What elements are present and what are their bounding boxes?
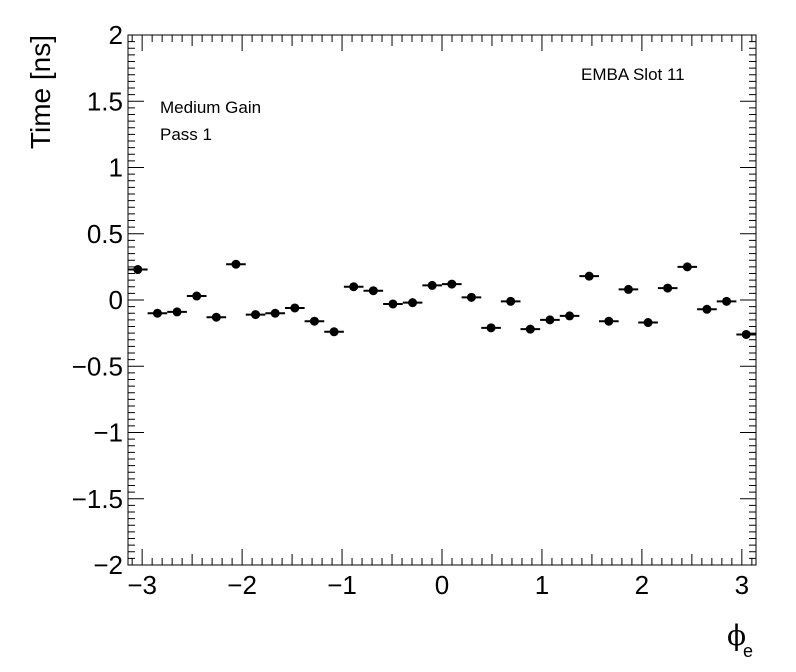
y-tick-label: 1 [109, 153, 123, 183]
data-point [251, 310, 261, 320]
data-point [486, 323, 496, 333]
y-tick-label: 2 [109, 20, 123, 50]
y-tick-label: −1.5 [72, 484, 123, 514]
y-tick-label: 0 [109, 285, 123, 315]
data-point [368, 286, 378, 296]
data-point [427, 280, 437, 290]
y-axis-label: Time [ns] [25, 35, 56, 149]
annotation-slot: EMBA Slot 11 [581, 65, 685, 84]
data-point [231, 259, 241, 269]
data-point [525, 324, 535, 334]
annotation-gain: Medium Gain [160, 98, 261, 117]
data-point [604, 316, 614, 326]
x-axis-label: ϕ [727, 619, 746, 652]
data-point [270, 308, 280, 318]
data-point [545, 315, 555, 325]
x-tick-label: 1 [535, 570, 549, 600]
x-tick-label: −1 [327, 570, 357, 600]
y-tick-labels: −2 −1.5 −1 −0.5 0 0.5 1 1.5 2 [72, 20, 123, 580]
data-point [309, 316, 319, 326]
axis-ticks [128, 34, 756, 566]
data-point [447, 279, 457, 289]
x-axis-label-subscript: e [743, 641, 753, 661]
data-point [722, 296, 732, 306]
x-tick-label: 0 [435, 570, 449, 600]
data-point [388, 299, 398, 309]
y-tick-label: 1.5 [87, 86, 123, 116]
data-point [565, 311, 575, 321]
data-point [584, 271, 594, 281]
y-tick-label: −2 [93, 550, 123, 580]
y-tick-label: −1 [93, 418, 123, 448]
x-tick-label: 2 [635, 570, 649, 600]
y-tick-label: 0.5 [87, 219, 123, 249]
data-point [466, 292, 476, 302]
data-point [133, 265, 143, 275]
x-tick-label: −2 [227, 570, 257, 600]
y-tick-label: −0.5 [72, 351, 123, 381]
x-tick-labels: −3 −2 −1 0 1 2 3 [127, 570, 749, 600]
data-point [682, 262, 692, 272]
data-point [702, 304, 712, 314]
data-point [741, 329, 751, 339]
x-tick-label: −3 [127, 570, 157, 600]
data-point [192, 291, 202, 301]
data-point [329, 327, 339, 337]
data-point [290, 303, 300, 313]
data-point [408, 298, 418, 308]
data-point [663, 283, 673, 293]
data-points [128, 259, 756, 339]
x-tick-label: 3 [735, 570, 749, 600]
data-point [152, 308, 162, 318]
data-point [172, 307, 182, 317]
data-point [506, 296, 516, 306]
data-point [623, 284, 633, 294]
data-point [211, 312, 221, 322]
data-point [643, 318, 653, 328]
data-point [349, 282, 359, 292]
annotation-pass: Pass 1 [160, 125, 212, 144]
